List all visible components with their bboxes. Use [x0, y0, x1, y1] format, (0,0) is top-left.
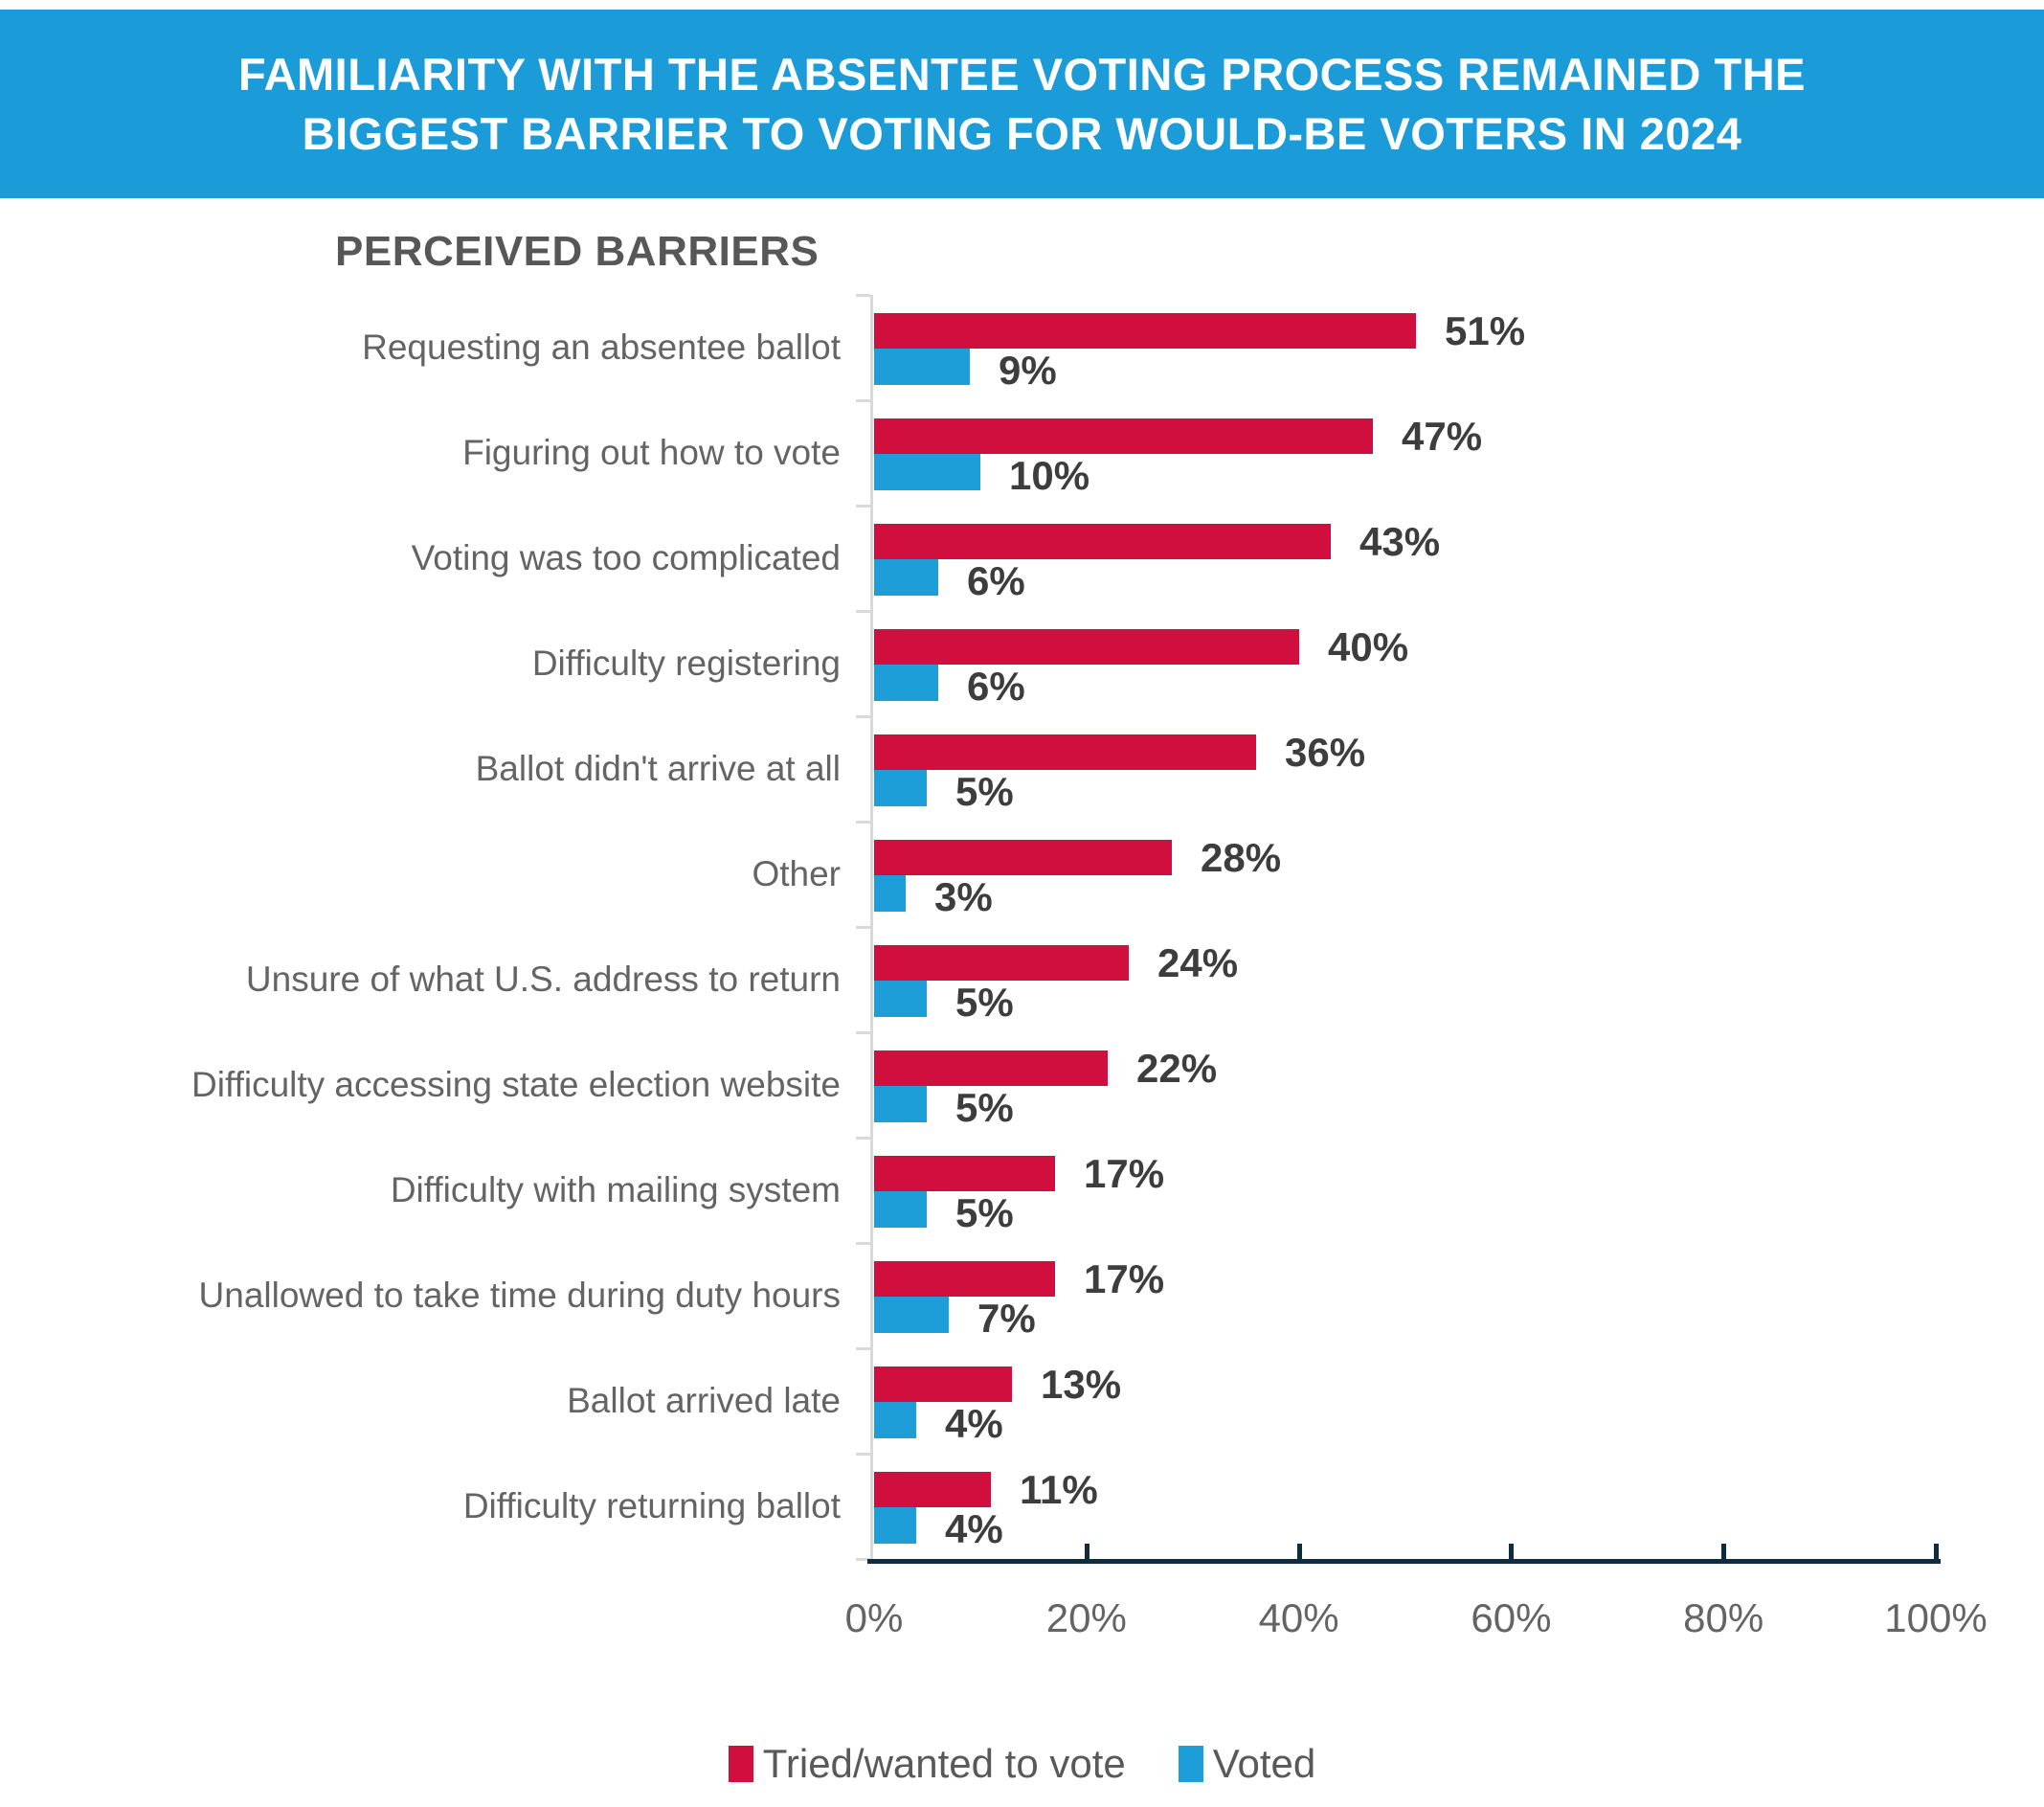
- category-label: Figuring out how to vote: [462, 433, 841, 472]
- bar-tried-wanted-to-vote: [874, 1367, 1012, 1402]
- legend-label: Tried/wanted to vote: [762, 1741, 1126, 1786]
- value-label-tried-wanted-to-vote: 17%: [1084, 1150, 1165, 1196]
- bar-tried-wanted-to-vote: [874, 945, 1129, 981]
- category-label: Difficulty with mailing system: [390, 1170, 841, 1209]
- category-label: Difficulty returning ballot: [462, 1486, 841, 1525]
- category-axis-tick: [856, 715, 870, 718]
- value-label-voted: 10%: [1009, 453, 1090, 498]
- value-label-voted: 7%: [977, 1296, 1036, 1341]
- value-label-tried-wanted-to-vote: 24%: [1157, 939, 1239, 985]
- bar-tried-wanted-to-vote: [874, 418, 1373, 454]
- x-axis-tick-label: 60%: [1471, 1595, 1552, 1640]
- bar-voted: [874, 1507, 916, 1544]
- category-axis-tick: [856, 399, 870, 402]
- chart-legend: Tried/wanted to vote Voted: [0, 1735, 2044, 1793]
- bar-voted: [874, 1086, 927, 1122]
- x-axis-tick: [1721, 1544, 1727, 1559]
- chart-title-line-2: BIGGEST BARRIER TO VOTING FOR WOULD-BE V…: [302, 107, 1742, 159]
- value-label-voted: 9%: [999, 348, 1057, 393]
- bar-voted: [874, 981, 927, 1017]
- bar-voted: [874, 770, 927, 806]
- category-axis-tick: [856, 505, 870, 508]
- value-label-tried-wanted-to-vote: 13%: [1041, 1361, 1122, 1407]
- category-label: Requesting an absentee ballot: [362, 328, 841, 367]
- value-label-tried-wanted-to-vote: 28%: [1201, 834, 1282, 880]
- legend-swatch-red-icon: [728, 1746, 753, 1782]
- bar-voted: [874, 349, 970, 385]
- value-label-voted: 5%: [955, 1085, 1014, 1130]
- bar-tried-wanted-to-vote: [874, 1472, 991, 1507]
- x-axis-tick: [1509, 1544, 1515, 1559]
- category-axis-tick: [856, 1242, 870, 1245]
- legend-item-tried-wanted-to-vote: Tried/wanted to vote: [728, 1741, 1126, 1787]
- value-label-voted: 5%: [955, 1190, 1014, 1235]
- x-axis-tick-label: 100%: [1884, 1595, 1988, 1640]
- bar-voted: [874, 454, 980, 490]
- bar-voted: [874, 665, 938, 701]
- category-label: Unsure of what U.S. address to return: [245, 960, 841, 999]
- category-label: Ballot didn't arrive at all: [475, 749, 841, 788]
- value-label-voted: 4%: [945, 1401, 1003, 1446]
- bar-tried-wanted-to-vote: [874, 840, 1172, 875]
- value-label-tried-wanted-to-vote: 36%: [1285, 729, 1366, 775]
- category-axis-tick: [856, 1453, 870, 1456]
- x-axis-tick: [1296, 1544, 1302, 1559]
- bar-voted: [874, 875, 906, 912]
- bar-tried-wanted-to-vote: [874, 629, 1299, 665]
- category-axis-tick: [856, 926, 870, 929]
- value-label-tried-wanted-to-vote: 47%: [1402, 413, 1483, 459]
- bar-tried-wanted-to-vote: [874, 313, 1416, 349]
- bar-tried-wanted-to-vote: [874, 524, 1331, 559]
- category-label: Unallowed to take time during duty hours: [198, 1276, 841, 1315]
- value-label-voted: 3%: [934, 874, 993, 919]
- x-axis-tick-label: 80%: [1683, 1595, 1764, 1640]
- value-label-voted: 5%: [955, 980, 1014, 1025]
- category-axis-tick: [856, 1031, 870, 1034]
- bar-voted: [874, 1402, 916, 1438]
- legend-item-voted: Voted: [1178, 1741, 1316, 1787]
- value-label-voted: 5%: [955, 769, 1014, 814]
- category-axis-tick: [856, 1137, 870, 1140]
- value-label-voted: 6%: [967, 558, 1025, 603]
- category-label: Difficulty registering: [531, 644, 841, 683]
- chart-title-line-1: FAMILIARITY WITH THE ABSENTEE VOTING PRO…: [237, 48, 1807, 100]
- value-label-tried-wanted-to-vote: 40%: [1328, 623, 1409, 669]
- bar-voted: [874, 1297, 949, 1333]
- category-axis-tick: [856, 821, 870, 824]
- value-label-tried-wanted-to-vote: 11%: [1020, 1466, 1098, 1512]
- value-label-tried-wanted-to-vote: 17%: [1084, 1255, 1165, 1301]
- value-label-tried-wanted-to-vote: 43%: [1359, 518, 1441, 564]
- category-axis-tick: [856, 1558, 870, 1561]
- x-axis-tick: [1084, 1544, 1089, 1559]
- category-axis-line: [870, 295, 873, 1559]
- title-banner: FAMILIARITY WITH THE ABSENTEE VOTING PRO…: [0, 10, 2044, 198]
- value-label-voted: 6%: [967, 664, 1025, 709]
- value-label-voted: 4%: [945, 1506, 1003, 1551]
- bar-tried-wanted-to-vote: [874, 734, 1256, 770]
- category-label: Other: [752, 854, 841, 893]
- value-label-tried-wanted-to-vote: 51%: [1445, 307, 1526, 353]
- bar-voted: [874, 1191, 927, 1228]
- value-label-tried-wanted-to-vote: 22%: [1136, 1045, 1218, 1091]
- legend-swatch-blue-icon: [1178, 1746, 1203, 1782]
- category-label: Voting was too complicated: [411, 538, 841, 577]
- chart-subtitle: PERCEIVED BARRIERS: [335, 228, 820, 275]
- bar-voted: [874, 559, 938, 596]
- category-label: Ballot arrived late: [567, 1381, 841, 1420]
- category-axis-tick: [856, 1347, 870, 1350]
- bar-tried-wanted-to-vote: [874, 1156, 1055, 1191]
- legend-label: Voted: [1212, 1741, 1316, 1786]
- x-axis-tick: [1934, 1544, 1939, 1559]
- bar-tried-wanted-to-vote: [874, 1050, 1108, 1086]
- x-axis-tick-label: 20%: [1045, 1595, 1127, 1640]
- x-axis-line: [867, 1559, 1941, 1564]
- category-axis-tick: [856, 610, 870, 613]
- category-label: Difficulty accessing state election webs…: [191, 1065, 841, 1104]
- x-axis-tick-label: 40%: [1258, 1595, 1339, 1640]
- bar-tried-wanted-to-vote: [874, 1261, 1055, 1297]
- category-axis-tick: [856, 294, 870, 297]
- x-axis-tick-label: 0%: [844, 1595, 904, 1640]
